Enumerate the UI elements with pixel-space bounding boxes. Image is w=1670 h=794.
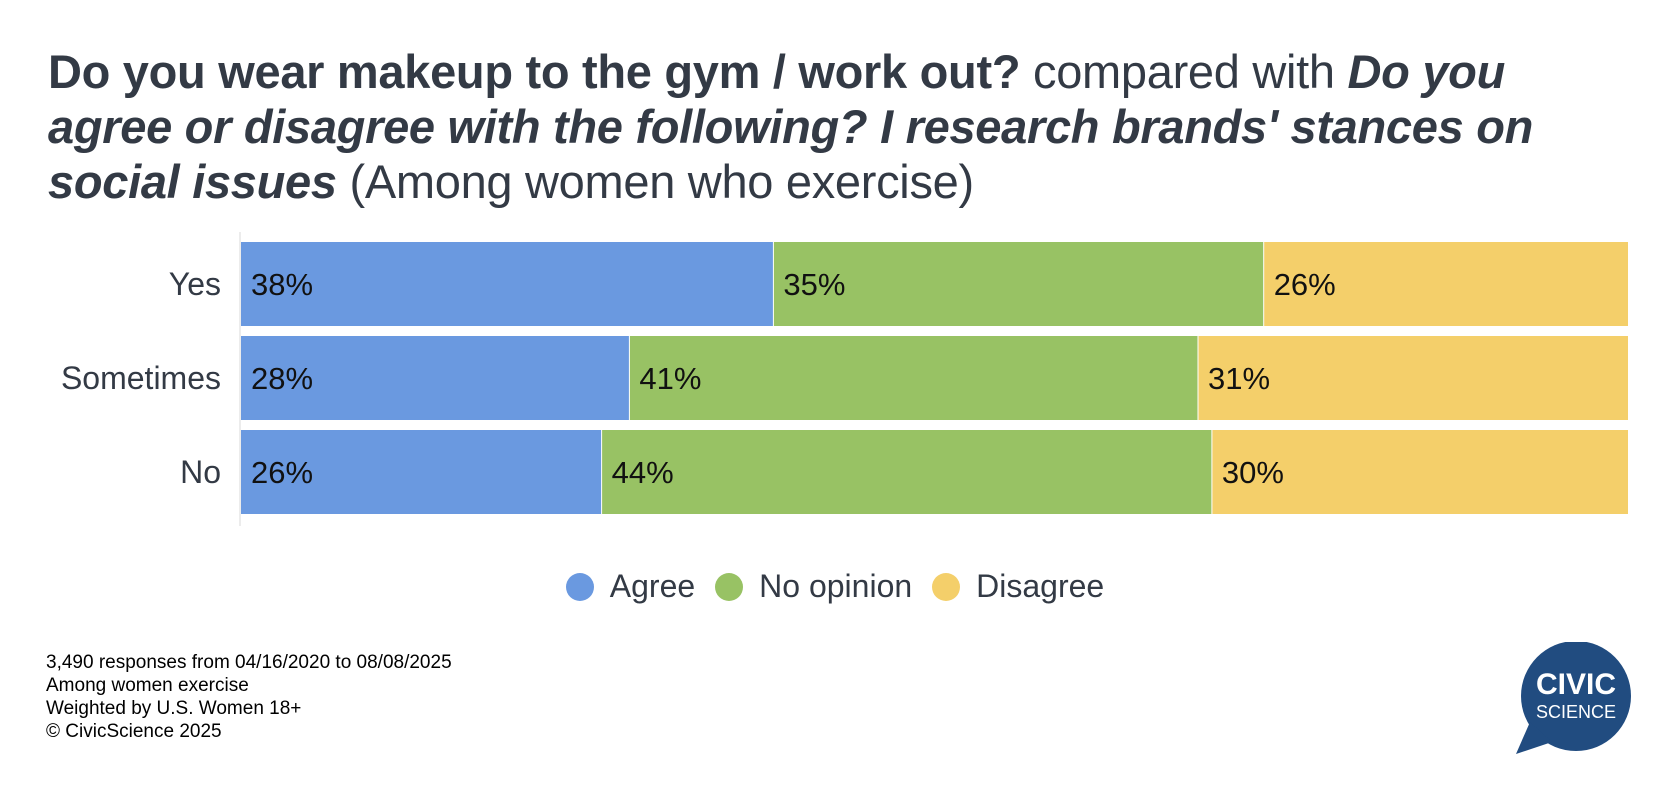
data-label: 38% — [251, 267, 313, 302]
logo-text-civic: CIVIC — [1536, 668, 1616, 701]
bar-segment — [629, 336, 1199, 420]
title-question-2: Do you agree or disagree with the follow… — [48, 45, 1534, 208]
bar-segment — [241, 336, 630, 420]
legend-swatch — [932, 572, 961, 601]
footer-copyright: © CivicScience 2025 — [46, 721, 222, 742]
bar-segment — [601, 430, 1212, 514]
data-label: 44% — [612, 455, 674, 490]
chart-title: Do you wear makeup to the gym / work out… — [48, 44, 1608, 209]
civicscience-logo: CIVIC SCIENCE — [1516, 642, 1631, 754]
data-label: 41% — [639, 361, 701, 396]
legend-item: No opinion — [715, 568, 912, 605]
data-label: 26% — [1274, 267, 1336, 302]
legend-label: No opinion — [759, 568, 913, 604]
stacked-bar-chart: Yes 38% 35% 26% Sometimes 28% 41% 31% No 26% 44% 30… — [61, 232, 1628, 526]
category-label: Sometimes — [61, 360, 221, 396]
footer-notes: 3,490 responses from 04/16/2020 to 08/08… — [46, 651, 452, 743]
bar-segment — [773, 242, 1264, 326]
data-label: 26% — [251, 455, 313, 490]
legend-label: Disagree — [976, 568, 1105, 604]
logo-speech-bubble — [1516, 642, 1631, 754]
legend-item: Disagree — [932, 568, 1104, 605]
legend-label: Agree — [609, 568, 696, 604]
category-label: Yes — [169, 266, 221, 302]
category-label: No — [180, 454, 221, 490]
legend-swatch — [715, 572, 744, 601]
data-label: 30% — [1222, 455, 1284, 490]
title-question-1: Do you wear makeup to the gym / work out… — [48, 45, 1021, 98]
bar-segment — [1263, 242, 1628, 326]
legend-swatch — [565, 572, 594, 601]
data-label: 28% — [251, 361, 313, 396]
legend-item: Agree — [565, 568, 696, 605]
bar-segment — [1211, 430, 1628, 514]
chart-legend: Agree No opinion Disagree — [0, 568, 1670, 609]
footer-weighting: Weighted by U.S. Women 18+ — [46, 698, 302, 719]
footer-population: Among women exercise — [46, 675, 249, 696]
title-connector: compared with — [1033, 45, 1335, 98]
bar-segment — [241, 242, 774, 326]
data-label: 35% — [783, 267, 845, 302]
footer-responses: 3,490 responses from 04/16/2020 to 08/08… — [46, 652, 452, 673]
logo-text-science: SCIENCE — [1536, 702, 1616, 722]
data-label: 31% — [1208, 361, 1270, 396]
bar-segment — [241, 430, 602, 514]
bar-segment — [1198, 336, 1628, 420]
title-subgroup: (Among women who exercise) — [349, 155, 975, 208]
